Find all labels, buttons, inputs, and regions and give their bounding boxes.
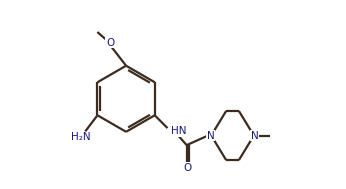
Text: HN: HN bbox=[171, 126, 186, 136]
Text: O: O bbox=[106, 38, 114, 48]
Text: N: N bbox=[251, 131, 258, 141]
Text: O: O bbox=[184, 163, 192, 173]
Text: H₂N: H₂N bbox=[71, 132, 91, 142]
Text: N: N bbox=[207, 131, 215, 141]
